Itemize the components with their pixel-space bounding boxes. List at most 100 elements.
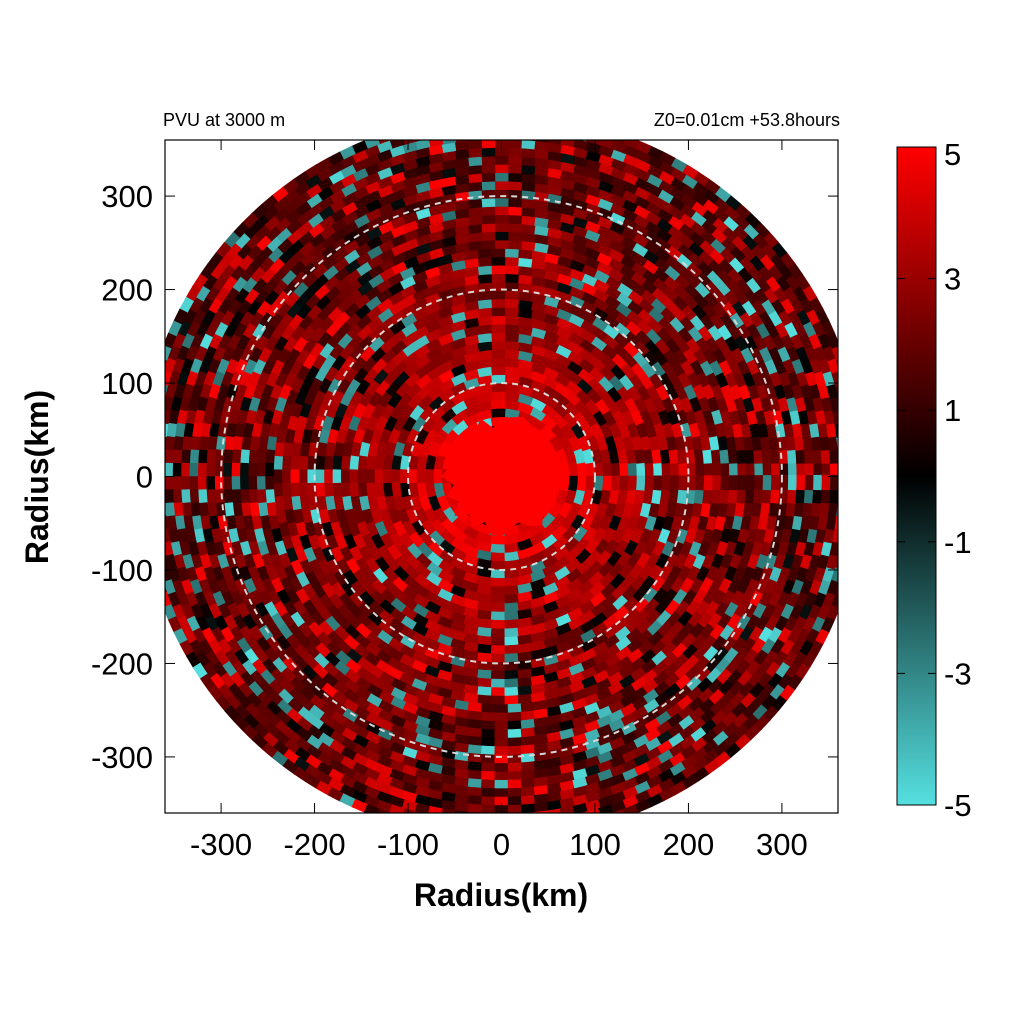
field-cell [507, 745, 524, 756]
field-cell [172, 476, 182, 492]
field-cell [493, 122, 508, 131]
field-cell [847, 395, 858, 411]
field-cell [165, 489, 174, 505]
field-cell [148, 503, 158, 518]
field-cell [720, 461, 730, 477]
field-cell [493, 239, 509, 249]
field-cell [728, 475, 739, 491]
field-cell [427, 127, 443, 138]
pv-field [140, 117, 864, 829]
field-cell [636, 461, 646, 477]
field-cell [239, 449, 250, 465]
field-cell [365, 469, 375, 485]
field-cell [736, 448, 747, 464]
field-cell [720, 475, 730, 491]
field-cell [534, 819, 550, 829]
field-cell [390, 140, 392, 141]
field-cell [546, 125, 562, 135]
field-cell [503, 264, 519, 275]
field-cell [153, 397, 164, 413]
field-cell [490, 357, 506, 368]
field-cell [504, 576, 520, 588]
field-cell [494, 788, 510, 798]
field-cell [264, 476, 275, 492]
field-cell [576, 461, 587, 477]
field-cell [503, 256, 519, 267]
field-cell [821, 461, 831, 477]
field-cell [597, 127, 613, 139]
field-cell [855, 488, 864, 503]
field-cell [493, 231, 509, 241]
field-cell [493, 164, 509, 174]
field-cell [504, 593, 520, 604]
field-cell [493, 214, 509, 224]
field-cell [560, 815, 576, 826]
field-cell [467, 123, 482, 133]
field-cells [140, 117, 864, 829]
field-cell [678, 461, 688, 477]
field-cell [745, 461, 756, 477]
field-cell [231, 489, 242, 505]
field-cell [180, 476, 190, 492]
field-cell [519, 206, 536, 218]
field-cell [754, 475, 764, 491]
field-cell [652, 475, 663, 491]
field-cell [787, 475, 798, 491]
field-cell [504, 365, 520, 377]
field-cell [416, 811, 423, 813]
field-cell [770, 461, 781, 477]
field-cell [143, 529, 154, 545]
field-cell [507, 131, 522, 140]
field-cell [481, 770, 497, 781]
field-cell [377, 808, 392, 813]
field-cell [440, 117, 456, 128]
field-cell [205, 462, 216, 478]
field-cell [256, 449, 267, 465]
field-cell [796, 461, 806, 477]
field-cell [852, 422, 862, 438]
field-cell [172, 462, 182, 479]
field-cell [189, 476, 199, 492]
field-cell [711, 461, 722, 477]
field-cell [156, 477, 165, 492]
field-cell [273, 482, 284, 499]
field-cell [490, 695, 507, 705]
field-cell [441, 808, 458, 813]
field-cell [490, 687, 507, 697]
field-cell [390, 469, 401, 485]
field-cell [490, 273, 506, 283]
vortex-core [441, 416, 561, 537]
field-cell [854, 501, 864, 516]
field-cell [786, 488, 797, 504]
field-cell [494, 779, 510, 789]
field-cell [762, 461, 772, 477]
field-cell [503, 273, 519, 284]
field-cell [837, 497, 838, 503]
field-cell [481, 787, 497, 798]
y-tick-label: -300 [91, 740, 153, 775]
field-cell [172, 449, 183, 466]
field-cell [140, 503, 150, 518]
plot-area [140, 117, 864, 829]
field-cell [576, 475, 587, 492]
field-cell [710, 448, 722, 464]
field-cell [490, 602, 506, 613]
field-cell [547, 817, 563, 828]
field-cell [340, 482, 351, 499]
field-cell [231, 476, 241, 492]
x-tick-label: 200 [663, 827, 715, 862]
field-cell [744, 488, 755, 504]
field-cell [494, 771, 510, 781]
field-cell [247, 476, 258, 492]
field-cell [702, 448, 713, 464]
field-cell [365, 455, 377, 471]
field-cell [389, 813, 405, 825]
field-cell [507, 796, 524, 806]
field-cell [165, 384, 169, 398]
field-cell [611, 140, 626, 145]
field-cell [481, 745, 497, 756]
x-tick-label: -100 [377, 827, 439, 862]
field-cell [507, 728, 524, 739]
field-cell [273, 455, 284, 472]
field-cell [467, 778, 484, 789]
